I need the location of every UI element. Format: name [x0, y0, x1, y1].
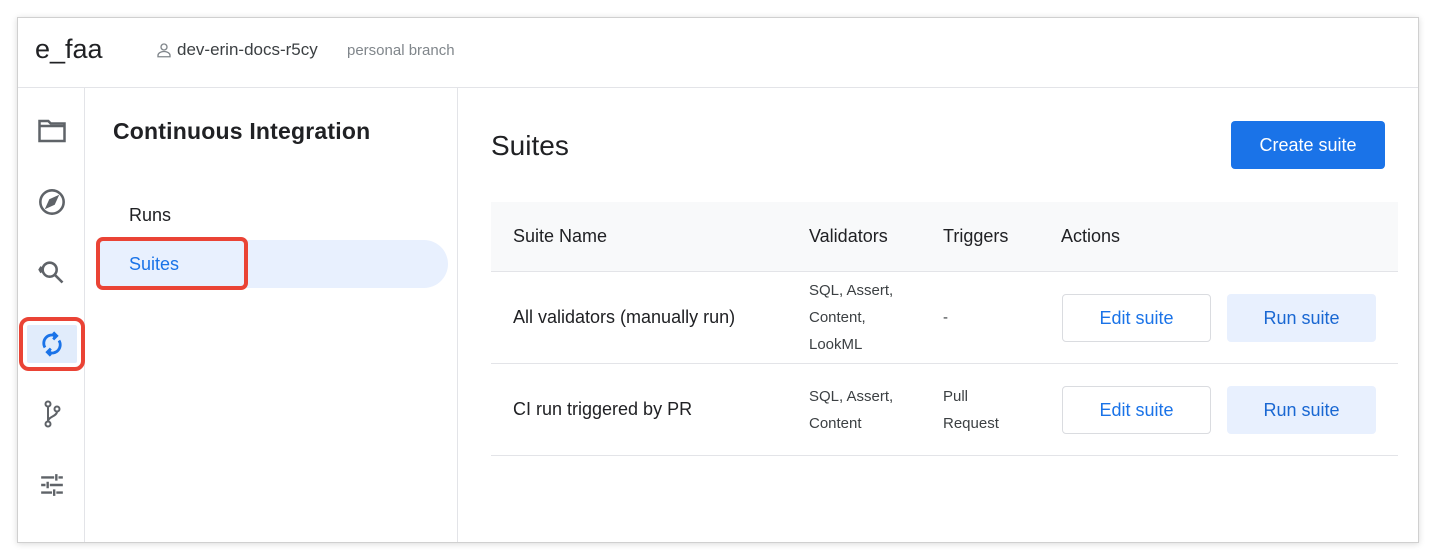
page-title: Suites — [491, 130, 569, 161]
compass-icon — [39, 189, 65, 215]
suites-table: Suite Name Validators Triggers Actions A… — [491, 202, 1398, 456]
sync-icon — [42, 331, 62, 357]
person-icon — [157, 43, 171, 58]
validator-line: Content, — [809, 309, 866, 326]
app-window: e_faa dev-erin-docs-r5cy personal branch… — [17, 17, 1419, 543]
validators-cell: SQL, Assert, Content, LookML — [809, 272, 893, 363]
validator-line: SQL, Assert, — [809, 282, 894, 299]
trigger-line: Pull — [943, 387, 969, 405]
run-suite-button[interactable]: Run suite — [1227, 294, 1376, 342]
project-name: e_faa — [35, 34, 103, 64]
panel-title: Continuous Integration — [113, 118, 371, 144]
branch-tag: personal branch — [347, 42, 455, 59]
edit-suite-button[interactable]: Edit suite — [1062, 386, 1211, 434]
triggers-cell: Pull Request — [943, 364, 999, 455]
nav-item-runs[interactable]: Runs — [129, 204, 172, 225]
rail-item-continuous-integration[interactable] — [19, 317, 85, 371]
create-suite-button[interactable]: Create suite — [1231, 121, 1385, 169]
search-icon — [38, 261, 64, 284]
ci-nav-panel: Continuous Integration Runs Suites — [85, 88, 458, 542]
table-header: Suite Name Validators Triggers Actions — [491, 202, 1398, 272]
rail-item-search[interactable] — [27, 253, 77, 291]
highlight-annotation — [96, 237, 248, 290]
branch-selector[interactable]: dev-erin-docs-r5cy — [155, 40, 318, 60]
validator-line: LookML — [809, 336, 863, 353]
main-content: Suites Create suite Suite Name Validator… — [459, 88, 1418, 542]
validators-cell: SQL, Assert, Content — [809, 364, 893, 455]
rail-item-explore[interactable] — [27, 183, 77, 221]
suite-name: CI run triggered by PR — [513, 399, 693, 419]
suite-name: All validators (manually run) — [513, 307, 736, 327]
header: e_faa dev-erin-docs-r5cy personal branch — [18, 18, 1418, 88]
trigger-line: Request — [943, 414, 999, 432]
triggers-cell: - — [943, 272, 948, 363]
validator-line: Content — [809, 414, 862, 432]
icon-rail — [18, 88, 85, 542]
table-row: All validators (manually run) SQL, Asser… — [491, 272, 1398, 364]
folder-icon — [38, 119, 66, 143]
run-suite-button[interactable]: Run suite — [1227, 386, 1376, 434]
rail-item-settings[interactable] — [27, 466, 77, 504]
column-header: Suite Name — [513, 226, 608, 246]
sliders-icon — [41, 474, 63, 496]
branch-name: dev-erin-docs-r5cy — [177, 40, 318, 59]
rail-item-develop[interactable] — [27, 112, 77, 150]
column-header: Validators — [809, 226, 888, 246]
column-header: Triggers — [943, 226, 1009, 246]
column-header: Actions — [1061, 226, 1121, 246]
trigger-line: - — [943, 309, 948, 326]
edit-suite-button[interactable]: Edit suite — [1062, 294, 1211, 342]
git-branch-icon — [44, 400, 61, 428]
rail-item-git[interactable] — [27, 395, 77, 433]
validator-line: SQL, Assert, — [809, 387, 894, 405]
nav-item-suites[interactable]: Suites — [97, 240, 448, 288]
table-row: CI run triggered by PR SQL, Assert, Conte… — [491, 364, 1398, 456]
